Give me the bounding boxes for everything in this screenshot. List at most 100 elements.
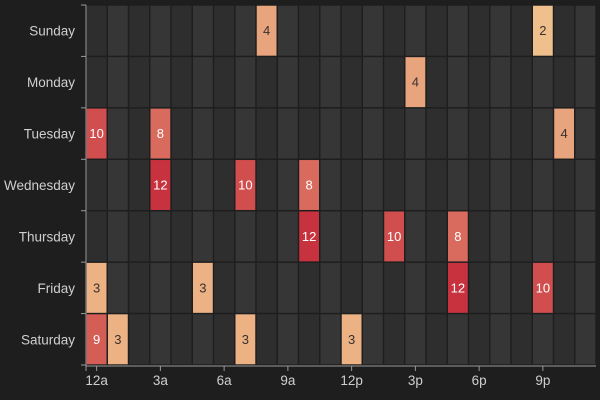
heatmap-cell (448, 262, 468, 313)
background-cell (214, 262, 234, 313)
background-cell (363, 314, 383, 365)
background-cell (533, 108, 553, 159)
background-cell (554, 314, 574, 365)
y-axis-labels: Sunday Monday Tuesday Wednesday Thursday Frid… (4, 24, 75, 348)
background-cell (533, 211, 553, 262)
background-cell (193, 211, 213, 262)
background-cell (511, 262, 532, 313)
background-cell (469, 211, 489, 262)
background-stripes (86, 5, 596, 365)
background-cell (533, 314, 553, 365)
background-cell (150, 57, 171, 108)
background-cell (384, 160, 404, 210)
background-cell (171, 108, 192, 159)
background-cell (405, 108, 426, 159)
cell-value-label: 9 (93, 332, 100, 347)
background-cell (108, 57, 128, 108)
heatmap-cell (299, 160, 319, 210)
background-cell (405, 5, 426, 56)
cell-value-label: 10 (536, 280, 550, 295)
background-cell (320, 108, 341, 159)
background-cell (554, 262, 574, 313)
background-cell (341, 57, 362, 108)
background-cell (171, 5, 192, 56)
x-tick-label: 3a (153, 373, 169, 388)
cell-value-label: 3 (114, 332, 121, 347)
background-cell (363, 160, 383, 210)
background-cell (490, 314, 511, 365)
x-tick-label: 3p (408, 373, 423, 388)
background-cell (575, 5, 596, 56)
background-cell (363, 108, 383, 159)
background-cell (299, 5, 319, 56)
background-cell (426, 262, 447, 313)
cell-value-label: 3 (242, 332, 249, 347)
background-cell (448, 57, 468, 108)
background-cell (533, 160, 553, 210)
background-cell (575, 211, 596, 262)
background-cell (171, 262, 192, 313)
background-cell (193, 314, 213, 365)
background-cell (511, 5, 532, 56)
background-cell (363, 262, 383, 313)
heatmap-cell (150, 160, 171, 210)
background-cell (426, 314, 447, 365)
background-cell (86, 57, 107, 108)
background-cell (278, 314, 298, 365)
background-cell (575, 57, 596, 108)
background-cell (384, 262, 404, 313)
heatmap-cell (341, 314, 362, 365)
background-cell (299, 57, 319, 108)
background-cell (278, 262, 298, 313)
cell-value-label: 8 (454, 229, 461, 244)
background-cell (511, 108, 532, 159)
background-cell (575, 314, 596, 365)
background-cell (490, 57, 511, 108)
background-cell (278, 57, 298, 108)
background-cell (533, 57, 553, 108)
cell-value-label: 12 (153, 178, 167, 193)
y-tick-label: Saturday (21, 332, 75, 347)
background-cell (278, 160, 298, 210)
background-cell (405, 262, 426, 313)
background-cell (108, 211, 128, 262)
background-cell (235, 108, 256, 159)
cell-value-label: 10 (387, 229, 401, 244)
background-cell (405, 160, 426, 210)
cell-value-label: 8 (157, 126, 164, 141)
background-cell (256, 314, 277, 365)
heatmap-cell (86, 262, 107, 313)
background-cell (86, 211, 107, 262)
background-cell (129, 57, 149, 108)
background-cell (214, 314, 234, 365)
background-cell (278, 211, 298, 262)
background-cell (256, 108, 277, 159)
background-cell (235, 5, 256, 56)
background-cell (575, 160, 596, 210)
background-cell (384, 57, 404, 108)
background-cell (108, 108, 128, 159)
background-cell (214, 160, 234, 210)
background-cell (171, 314, 192, 365)
background-cell (575, 108, 596, 159)
background-cell (469, 57, 489, 108)
background-cell (214, 5, 234, 56)
background-cell (86, 5, 107, 56)
background-cell (129, 262, 149, 313)
background-cell (341, 160, 362, 210)
axes (81, 4, 596, 371)
background-cell (363, 5, 383, 56)
cell-value-label: 12 (302, 229, 316, 244)
background-cell (490, 211, 511, 262)
background-cell (256, 160, 277, 210)
background-cell (363, 57, 383, 108)
background-cell (256, 211, 277, 262)
background-cell (384, 108, 404, 159)
background-cell (405, 314, 426, 365)
cell-value-label: 3 (93, 280, 100, 295)
x-tick-label: 6a (217, 373, 233, 388)
background-cell (341, 108, 362, 159)
background-cell (448, 108, 468, 159)
y-tick-label: Wednesday (4, 178, 75, 193)
